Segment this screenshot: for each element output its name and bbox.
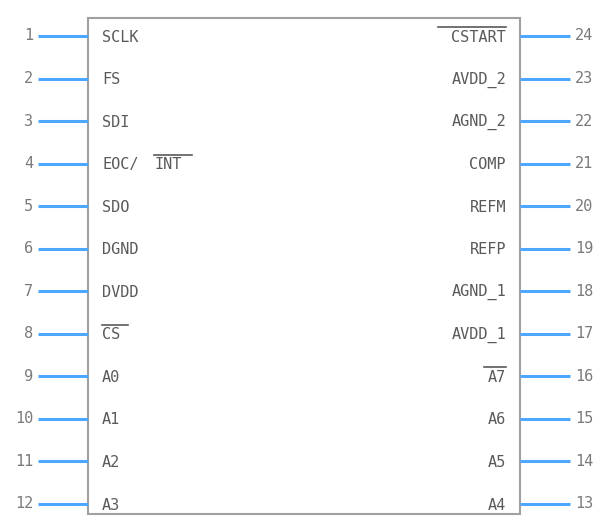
Text: 17: 17 [575,326,593,342]
Text: EOC/: EOC/ [102,157,139,172]
Text: 4: 4 [24,156,33,171]
Text: 11: 11 [15,454,33,469]
Text: 5: 5 [24,198,33,214]
Text: 19: 19 [575,241,593,256]
Text: 2: 2 [24,71,33,86]
Text: AGND_1: AGND_1 [451,284,506,301]
Text: SDI: SDI [102,114,130,130]
Text: A0: A0 [102,370,120,385]
Text: INT: INT [154,157,181,172]
Text: CSTART: CSTART [451,29,506,45]
Text: COMP: COMP [469,157,506,172]
Text: REFM: REFM [469,200,506,215]
Text: AGND_2: AGND_2 [451,114,506,130]
Text: 24: 24 [575,29,593,44]
Text: AVDD_1: AVDD_1 [451,327,506,343]
Text: 12: 12 [15,496,33,511]
Text: 6: 6 [24,241,33,256]
Text: 18: 18 [575,284,593,299]
Text: CS: CS [102,327,120,342]
Text: SDO: SDO [102,200,130,215]
Text: A3: A3 [102,497,120,512]
Text: 13: 13 [575,496,593,511]
Text: 10: 10 [15,411,33,427]
Text: 1: 1 [24,29,33,44]
Text: 15: 15 [575,411,593,427]
Text: 21: 21 [575,156,593,171]
Text: A2: A2 [102,455,120,470]
Text: 7: 7 [24,284,33,299]
Text: AVDD_2: AVDD_2 [451,71,506,88]
Text: FS: FS [102,72,120,87]
Text: 3: 3 [24,114,33,129]
Text: 23: 23 [575,71,593,86]
Text: A5: A5 [488,455,506,470]
Text: A6: A6 [488,412,506,427]
Text: 8: 8 [24,326,33,342]
Text: 22: 22 [575,114,593,129]
Text: A7: A7 [488,370,506,385]
Bar [88,18,520,514]
Text: 16: 16 [575,369,593,384]
Text: REFP: REFP [469,242,506,257]
Text: 9: 9 [24,369,33,384]
Text: SCLK: SCLK [102,29,139,45]
Text: 14: 14 [575,454,593,469]
Text: A4: A4 [488,497,506,512]
Text: DGND: DGND [102,242,139,257]
Text: DVDD: DVDD [102,285,139,300]
Text: A1: A1 [102,412,120,427]
Text: 20: 20 [575,198,593,214]
